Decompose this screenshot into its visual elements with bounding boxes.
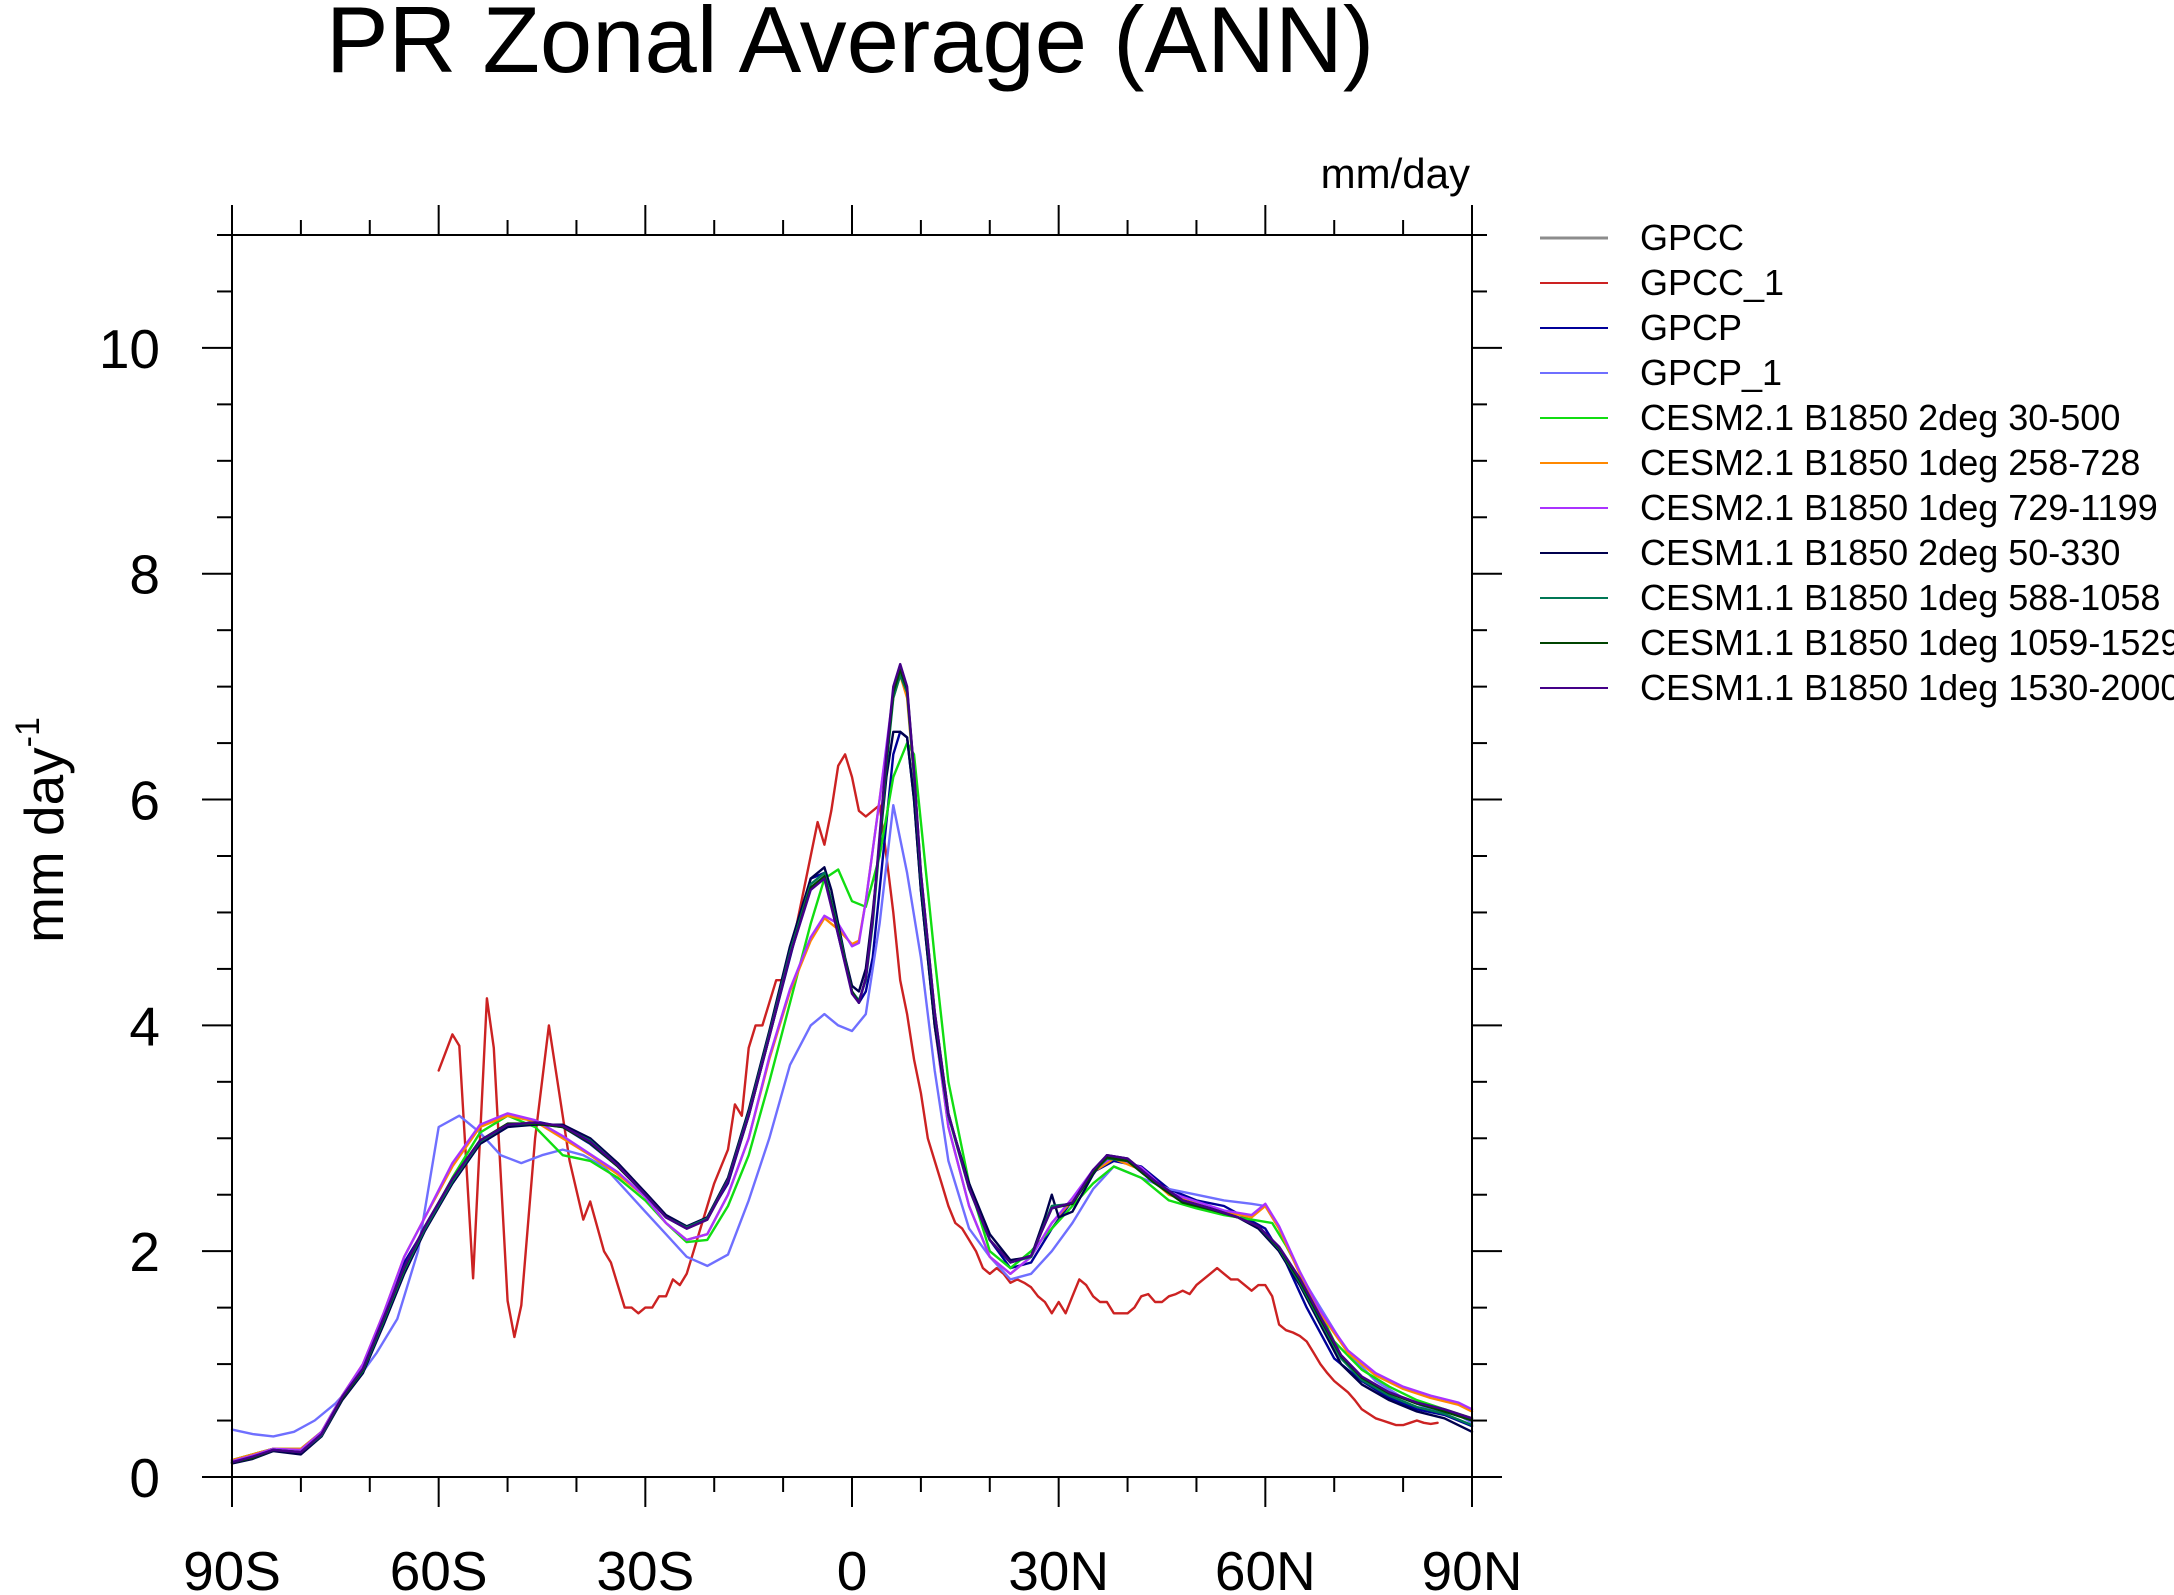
y-tick-label: 10 <box>99 318 160 380</box>
plot-lines <box>230 662 1474 1465</box>
legend-label: CESM1.1 B1850 1deg 588-1058 <box>1640 577 2160 618</box>
legend-label: GPCC <box>1640 217 1744 258</box>
series-line <box>230 730 1474 1462</box>
y-tick-label: 2 <box>129 1221 160 1283</box>
y-axis-label-exponent: -1 <box>9 717 47 747</box>
legend-label: CESM2.1 B1850 1deg 729-1199 <box>1640 487 2158 528</box>
series-line <box>230 674 1474 1462</box>
x-tick-label: 30S <box>596 1540 694 1595</box>
legend-label: CESM2.1 B1850 2deg 30-500 <box>1640 397 2120 438</box>
legend-label: CESM1.1 B1850 2deg 50-330 <box>1640 532 2120 573</box>
y-tick-label: 6 <box>129 770 160 832</box>
x-tick-label: 30N <box>1008 1540 1109 1595</box>
legend-label: GPCP <box>1640 307 1742 348</box>
x-tick-label: 0 <box>837 1540 868 1595</box>
series-line <box>230 662 1474 1464</box>
legend-label: GPCP_1 <box>1640 352 1782 393</box>
x-tick-label: 60N <box>1215 1540 1316 1595</box>
series-line <box>230 741 1474 1462</box>
svg-text:mm day-1: mm day-1 <box>9 717 75 943</box>
y-tick-label: 8 <box>129 544 160 606</box>
axis-ticks <box>202 205 1502 1507</box>
y-tick-label: 0 <box>129 1447 160 1509</box>
legend-label: CESM2.1 B1850 1deg 258-728 <box>1640 442 2140 483</box>
series-line <box>437 753 1439 1427</box>
legend-label: CESM1.1 B1850 1deg 1530-2000 <box>1640 667 2174 708</box>
x-tick-label: 90N <box>1422 1540 1523 1595</box>
x-tick-label: 90S <box>183 1540 281 1595</box>
series-line <box>230 804 1474 1438</box>
series-line <box>230 730 1474 1465</box>
plot-frame <box>231 234 1473 1478</box>
y-tick-label: 4 <box>129 995 160 1057</box>
series-line <box>230 668 1474 1463</box>
series-line <box>230 668 1474 1464</box>
legend-label: GPCC_1 <box>1640 262 1784 303</box>
units-label: mm/day <box>1321 150 1470 197</box>
y-axis-title: mm day-1 <box>9 717 75 943</box>
y-axis-label: mm day <box>13 747 75 943</box>
tick-labels: 90S 60S 30S 0 30N 60N 90N 0 2 4 6 8 10 <box>99 318 1523 1595</box>
legend-label: CESM1.1 B1850 1deg 1059-1529 <box>1640 622 2174 663</box>
x-tick-label: 60S <box>390 1540 488 1595</box>
series-line <box>230 674 1474 1464</box>
chart-title: PR Zonal Average (ANN) <box>326 0 1374 92</box>
